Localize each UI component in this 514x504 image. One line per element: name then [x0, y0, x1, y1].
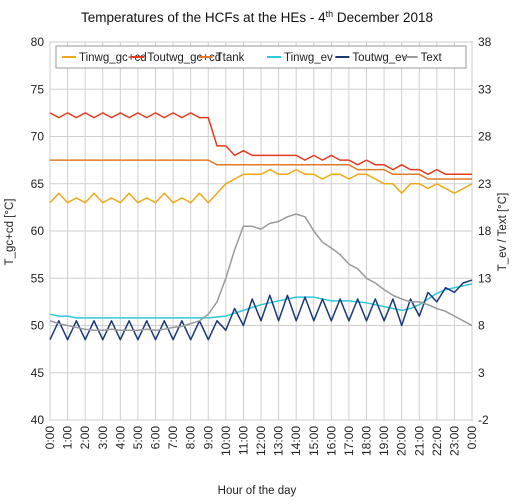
x-tick-label: 18:00	[360, 426, 374, 456]
y-left-tick-label: 45	[31, 366, 45, 380]
legend-entry-label: Text	[421, 52, 443, 64]
grid	[49, 41, 473, 421]
x-tick-label: 19:00	[377, 426, 391, 456]
y-left-tick-label: 50	[31, 319, 45, 333]
axes: 40 -2 45 3 50 8 55 13 60 18 65 23 70 28 75 33 80 38 0:00 1:…	[31, 35, 492, 456]
x-tick-label: 21:00	[412, 426, 426, 456]
chart-title-main: Temperatures of the HCFs at the HEs - 4	[81, 10, 326, 25]
legend-entry-label: Toutwg_ev	[352, 52, 407, 64]
y-right-tick-label: 38	[478, 35, 492, 49]
y-left-tick-label: 55	[31, 271, 45, 285]
series-layer	[49, 112, 473, 341]
x-tick-label: 0:00	[465, 426, 479, 450]
y-left-tick-label: 65	[31, 177, 45, 191]
y-axis-left-title: T_gc+cd [°C]	[4, 199, 16, 266]
x-tick-label: 1:00	[61, 426, 75, 450]
x-tick-label: 5:00	[131, 426, 145, 450]
x-tick-label: 4:00	[113, 426, 127, 450]
x-tick-label: 9:00	[201, 426, 215, 450]
chart-title-end: December 2018	[333, 10, 433, 25]
x-tick-label: 3:00	[96, 426, 110, 450]
series-line-toutwg-ev	[49, 279, 473, 341]
y-right-tick-label: 28	[478, 130, 492, 144]
chart-title-sup: th	[326, 9, 334, 19]
series-line-ttank	[50, 159, 472, 180]
x-tick-label: 15:00	[307, 426, 321, 456]
y-left-tick-label: 40	[31, 413, 45, 427]
x-tick-label: 20:00	[395, 426, 409, 456]
y-right-tick-label: -2	[478, 413, 489, 427]
x-tick-label: 7:00	[166, 426, 180, 450]
y-left-tick-label: 80	[31, 35, 45, 49]
series-line-toutwg-gc-cd	[49, 112, 472, 176]
y-left-tick-label: 75	[31, 82, 45, 96]
chart-title: Temperatures of the HCFs at the HEs - 4t…	[81, 9, 433, 25]
x-axis-title: Hour of the day	[218, 485, 297, 497]
x-tick-label: 22:00	[430, 426, 444, 456]
x-tick-label: 8:00	[184, 426, 198, 450]
y-left-tick-label: 70	[31, 130, 45, 144]
x-tick-label: 0:00	[43, 426, 57, 450]
y-right-tick-label: 33	[478, 82, 492, 96]
legend-entry-label: Toutwg_gc+cd	[147, 52, 221, 64]
series-line-text	[49, 213, 473, 331]
y-right-tick-label: 8	[478, 319, 485, 333]
y-axis-right-title: T_ev / Text [°C]	[497, 193, 509, 272]
x-tick-label: 10:00	[219, 426, 233, 456]
x-tick-label: 2:00	[78, 426, 92, 450]
series-line-tinwg-gc-cd	[49, 168, 473, 204]
x-tick-label: 12:00	[254, 426, 268, 456]
x-tick-label: 6:00	[149, 426, 163, 450]
x-tick-label: 13:00	[272, 426, 286, 456]
y-right-tick-label: 23	[478, 177, 492, 191]
x-tick-label: 11:00	[236, 426, 250, 455]
y-left-tick-label: 60	[31, 224, 45, 238]
legend-box	[55, 45, 467, 69]
x-tick-label: 23:00	[447, 426, 461, 456]
x-tick-label: 17:00	[342, 426, 356, 456]
y-right-tick-label: 3	[478, 366, 485, 380]
y-right-tick-label: 13	[478, 271, 492, 285]
legend-entry-label: Tinwg_gc+cd	[79, 52, 147, 64]
x-tick-label: 14:00	[289, 426, 303, 456]
x-tick-label: 16:00	[324, 426, 338, 456]
y-right-tick-label: 18	[478, 224, 492, 238]
legend-entry-label: Ttank	[216, 52, 245, 64]
series-line-tinwg-ev	[49, 283, 473, 319]
legend-entry-label: Tinwg_ev	[284, 52, 333, 64]
